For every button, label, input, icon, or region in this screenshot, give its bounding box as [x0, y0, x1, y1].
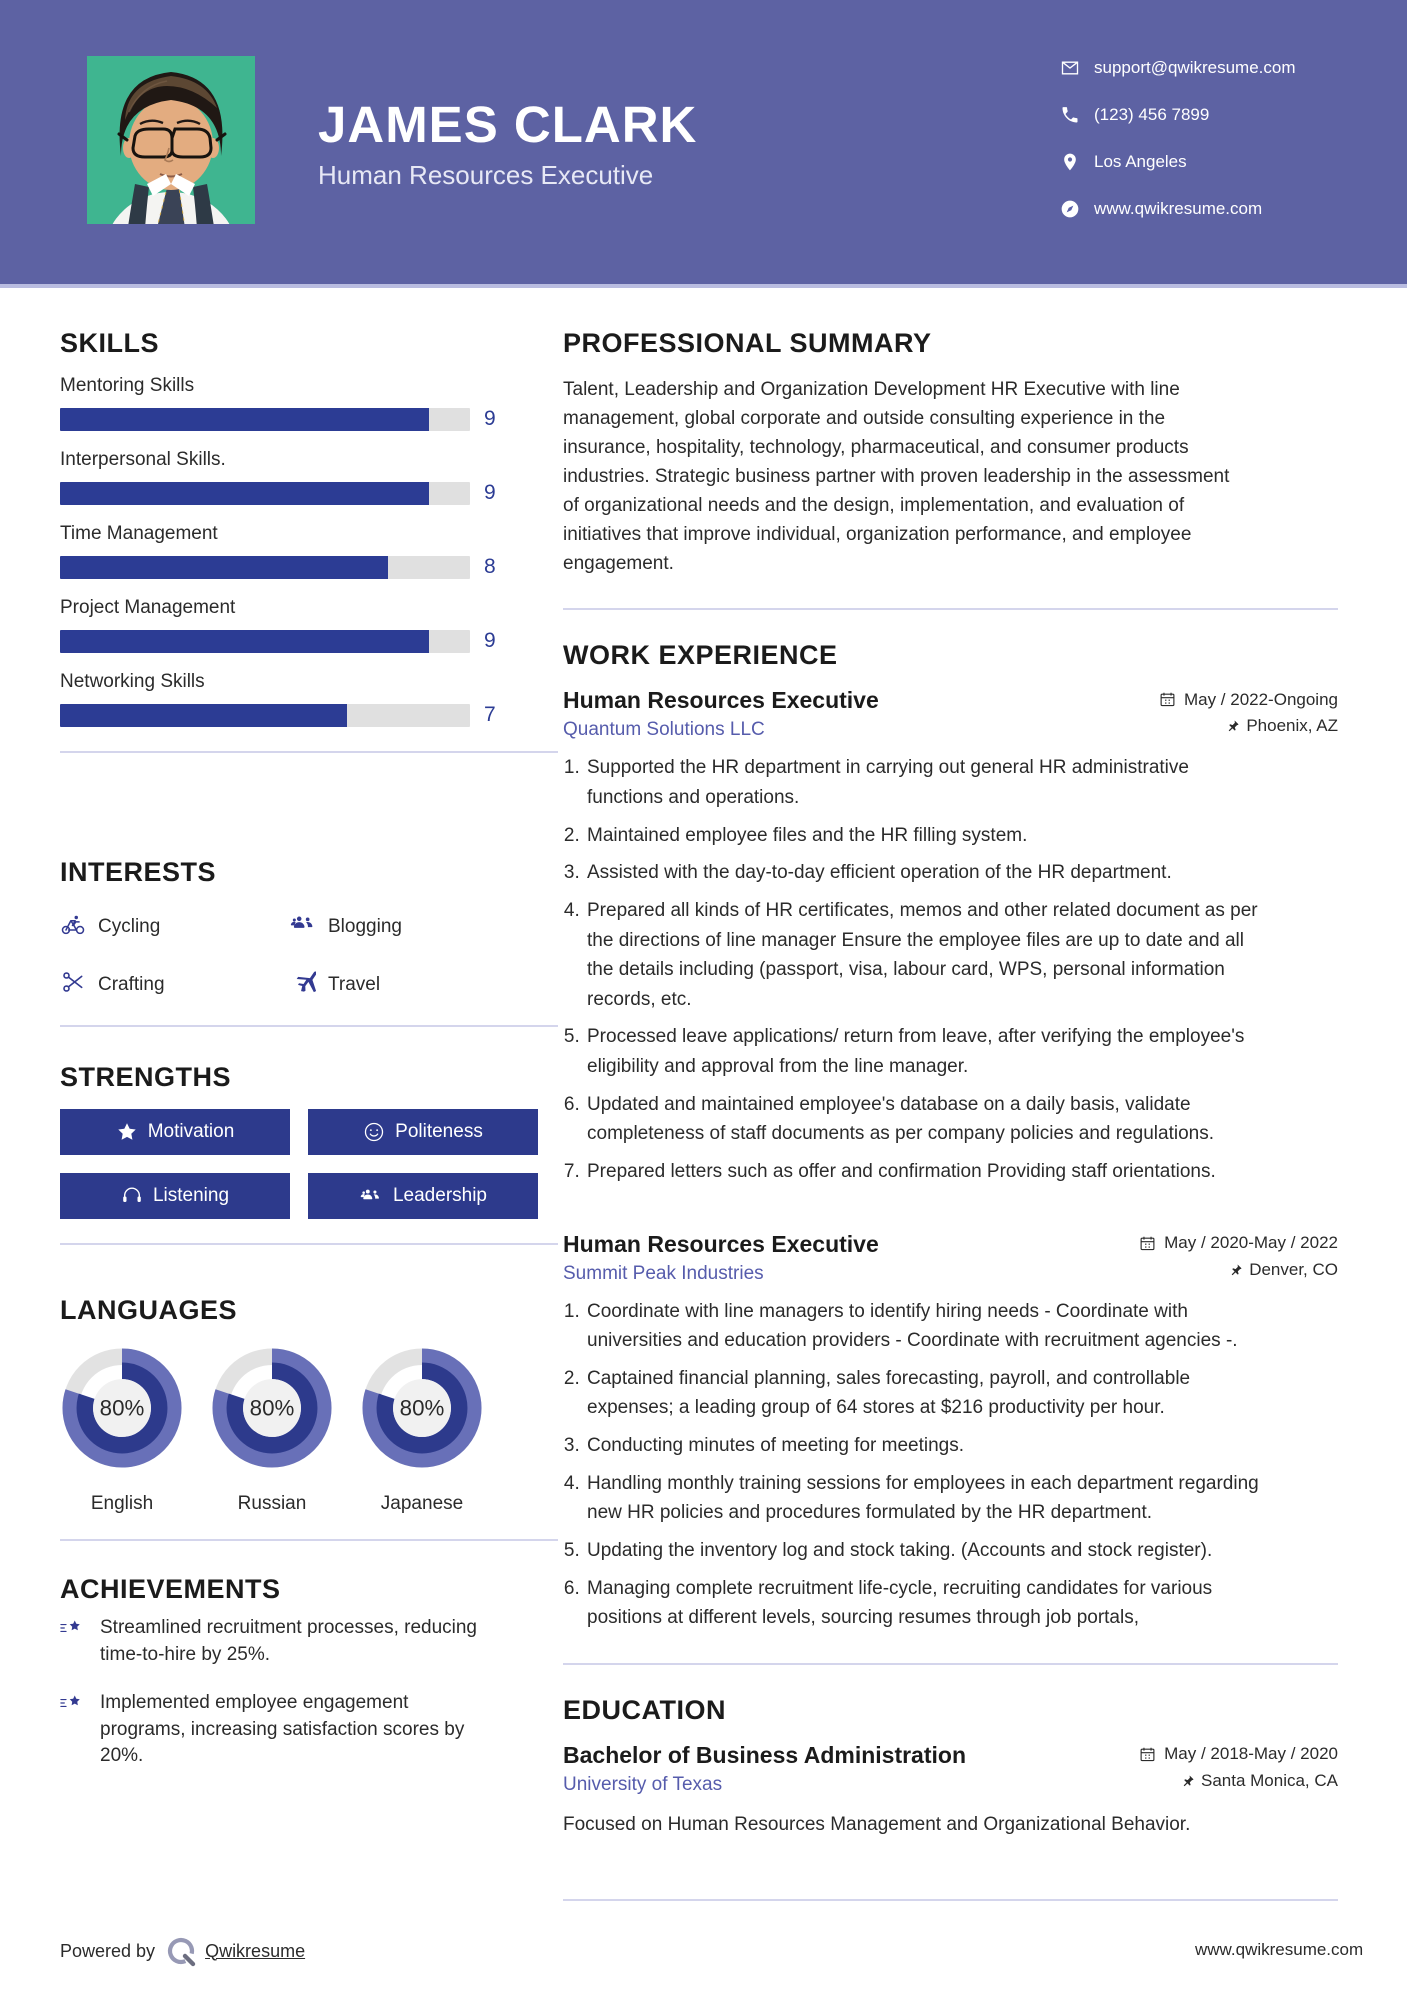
svg-text:80%: 80% [400, 1395, 445, 1420]
svg-text:80%: 80% [100, 1395, 145, 1420]
svg-text:80%: 80% [250, 1395, 295, 1420]
